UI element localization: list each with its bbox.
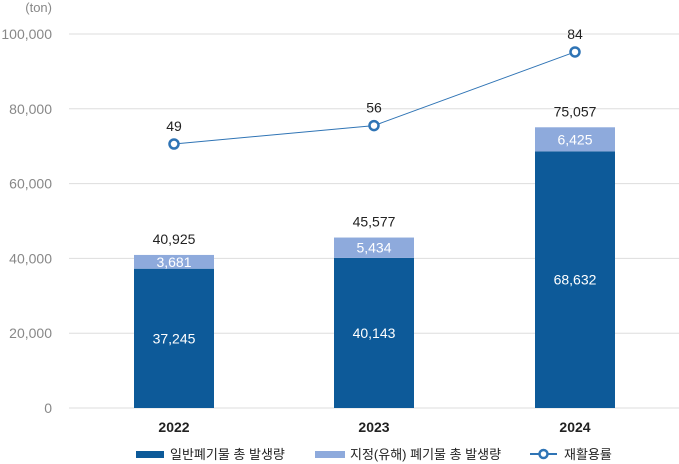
- x-tick-label: 2023: [358, 419, 389, 435]
- bar-general-2023: [334, 257, 414, 408]
- y-tick-label: 80,000: [9, 101, 52, 117]
- data-label-hazardous: 6,425: [557, 131, 592, 147]
- data-label-total: 75,057: [554, 103, 597, 119]
- data-label-rate: 84: [567, 26, 583, 42]
- data-label-general: 68,632: [554, 272, 597, 288]
- legend-swatch-general: [136, 451, 164, 458]
- legend-swatch-hazardous: [315, 451, 345, 458]
- data-label-hazardous: 3,681: [156, 254, 191, 270]
- bar-general-2022: [134, 268, 214, 408]
- recycling-rate-point: [368, 119, 380, 132]
- data-label-hazardous: 5,434: [356, 240, 391, 256]
- recycling-rate-point: [168, 138, 180, 150]
- y-tick-label: 100,000: [1, 26, 52, 42]
- legend-label-hazardous: 지정(유해) 폐기물 총 발생량: [350, 447, 501, 462]
- y-tick-label: 40,000: [9, 250, 52, 266]
- legend-label-general: 일반폐기물 총 발생량: [170, 447, 285, 462]
- data-label-rate: 56: [366, 100, 382, 116]
- legend-label-rate: 재활용률: [564, 447, 612, 462]
- bar-general-2024: [535, 151, 615, 408]
- y-tick-label: 0: [44, 400, 52, 416]
- bar-hazardous-2022: [134, 254, 214, 269]
- data-label-general: 40,143: [353, 325, 396, 341]
- y-tick-label: 20,000: [9, 325, 52, 341]
- recycling-rate-point: [569, 46, 581, 58]
- data-label-total: 45,577: [353, 214, 396, 230]
- y-tick-label: 60,000: [9, 176, 52, 192]
- x-tick-label: 2022: [158, 419, 189, 435]
- x-tick-label: 2024: [559, 419, 590, 435]
- data-label-total: 40,925: [153, 231, 196, 247]
- data-label-rate: 49: [166, 118, 182, 134]
- y-axis-unit: (ton): [25, 0, 52, 15]
- data-label-general: 37,245: [153, 330, 196, 346]
- legend-marker-rate: [538, 448, 549, 460]
- bar-hazardous-2024: [535, 127, 615, 152]
- bar-hazardous-2023: [334, 237, 414, 258]
